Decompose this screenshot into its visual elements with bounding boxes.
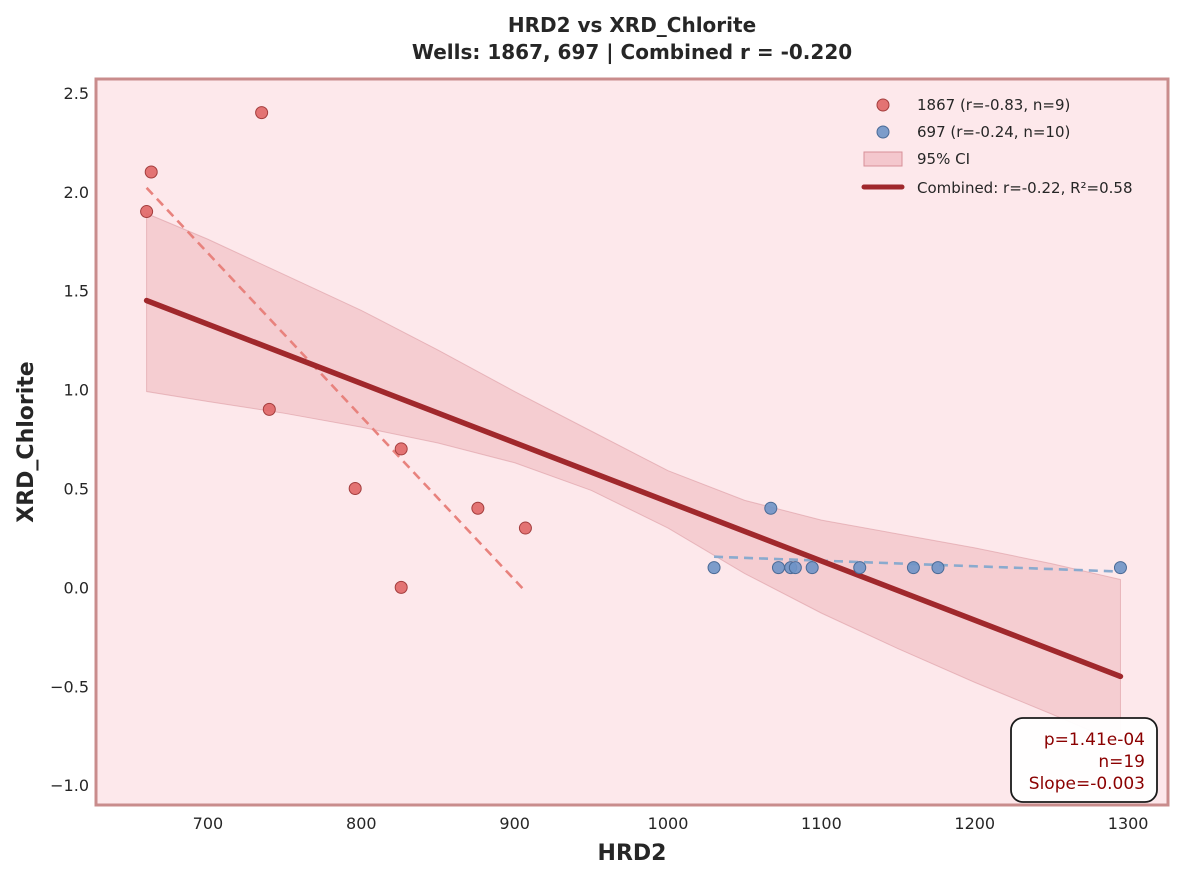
data-point-series-1: [906, 561, 920, 575]
y-tick-label: 1.5: [64, 282, 89, 301]
data-point-series-0: [394, 580, 408, 594]
legend: 1867 (r=-0.83, n=9) 697 (r=-0.24, n=10) …: [861, 96, 1133, 197]
stats-n: n=19: [1098, 752, 1145, 772]
y-tick-label: −0.5: [50, 677, 89, 696]
plot-area: [96, 79, 1168, 805]
x-tick-label: 800: [346, 814, 377, 833]
chart-subtitle: Wells: 1867, 697 | Combined r = -0.220: [412, 40, 852, 64]
data-point-series-1: [771, 561, 785, 575]
stats-box: p=1.41e-04 n=19 Slope=-0.003: [1010, 717, 1158, 803]
x-tick-label: 1300: [1108, 814, 1149, 833]
legend-marker-ci: [863, 151, 903, 167]
data-point-series-1: [853, 561, 867, 575]
legend-marker-697: [876, 125, 890, 139]
data-points-layer: [140, 106, 1127, 594]
x-axis-ticks: 700 800 900 1000 1100 1200 1300: [193, 814, 1149, 833]
chart-title: HRD2 vs XRD_Chlorite: [508, 13, 756, 37]
x-tick-label: 1100: [801, 814, 842, 833]
data-point-series-1: [805, 561, 819, 575]
data-point-series-0: [140, 205, 154, 219]
data-point-series-1: [931, 561, 945, 575]
data-point-series-0: [348, 481, 362, 495]
data-point-series-0: [394, 442, 408, 456]
series-0-fit-line: [145, 186, 527, 593]
data-point-series-0: [144, 165, 158, 179]
stats-box-frame: [1010, 717, 1158, 803]
data-point-series-0: [262, 402, 276, 416]
data-point-series-1: [1113, 561, 1127, 575]
y-tick-label: 1.0: [64, 381, 89, 400]
data-point-series-1: [764, 501, 778, 515]
x-axis-label: HRD2: [598, 841, 667, 866]
x-tick-label: 900: [499, 814, 530, 833]
y-axis-ticks: −1.0 −0.5 0.0 0.5 1.0 1.5 2.0 2.5: [50, 84, 89, 795]
data-point-series-1: [788, 561, 802, 575]
stats-slope: Slope=-0.003: [1029, 774, 1145, 794]
legend-label-1867: 1867 (r=-0.83, n=9): [917, 96, 1070, 114]
legend-label-combined: Combined: r=-0.22, R²=0.58: [917, 179, 1133, 197]
combined-regression-line: [143, 297, 1124, 680]
plot-frame: [94, 77, 1170, 807]
y-tick-label: 2.0: [64, 183, 89, 202]
data-point-series-0: [255, 106, 269, 120]
data-point-series-1: [707, 561, 721, 575]
y-tick-label: −1.0: [50, 776, 89, 795]
data-point-series-0: [471, 501, 485, 515]
y-axis-label: XRD_Chlorite: [14, 361, 39, 522]
y-tick-label: 2.5: [64, 84, 89, 103]
y-tick-label: 0.0: [64, 578, 89, 597]
legend-label-697: 697 (r=-0.24, n=10): [917, 123, 1070, 141]
legend-label-ci: 95% CI: [917, 150, 970, 168]
x-tick-label: 700: [193, 814, 224, 833]
x-tick-label: 1200: [954, 814, 995, 833]
legend-marker-1867: [876, 98, 890, 112]
data-point-series-0: [518, 521, 532, 535]
stats-p-value: p=1.41e-04: [1044, 730, 1145, 750]
y-tick-label: 0.5: [64, 479, 89, 498]
x-tick-label: 1000: [648, 814, 689, 833]
